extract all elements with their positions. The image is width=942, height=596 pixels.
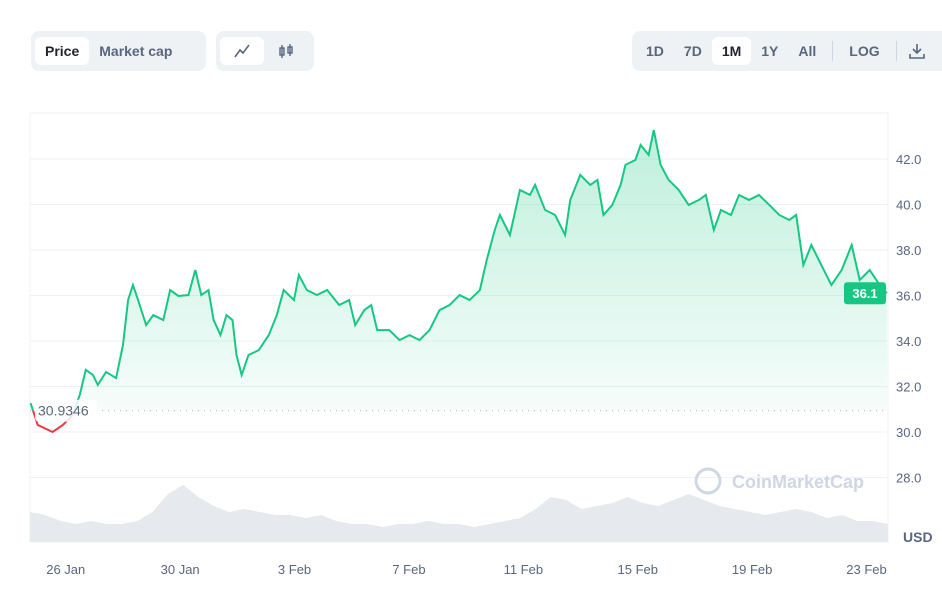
line-chart-button[interactable] — [220, 37, 264, 65]
line-chart-icon — [234, 44, 250, 58]
y-tick-label: 36.0 — [896, 289, 921, 304]
y-tick-label: 38.0 — [896, 243, 921, 258]
candlestick-icon — [279, 44, 293, 58]
volume-area — [30, 485, 888, 542]
x-tick-label: 23 Feb — [846, 562, 886, 577]
price-area-fill — [30, 130, 887, 433]
watermark-text: CoinMarketCap — [732, 472, 864, 492]
y-tick-label: 32.0 — [896, 380, 921, 395]
watermark: CoinMarketCap — [694, 467, 864, 495]
range-toggle: 1D 7D 1M 1Y All LOG — [632, 31, 942, 71]
log-button[interactable]: LOG — [849, 43, 880, 59]
tab-price[interactable]: Price — [35, 37, 90, 65]
x-tick-label: 11 Feb — [504, 562, 544, 577]
reference-label-bg — [35, 399, 97, 422]
download-button[interactable] — [903, 37, 931, 65]
candlestick-button[interactable] — [264, 37, 308, 65]
range-7d[interactable]: 7D — [683, 43, 702, 59]
y-tick-label: 28.0 — [896, 471, 921, 486]
divider — [832, 41, 834, 61]
y-axis-unit: USD — [903, 529, 933, 545]
reference-value: 30.9346 — [38, 403, 89, 419]
x-tick-label: 30 Jan — [161, 562, 200, 577]
y-tick-label: 40.0 — [896, 198, 921, 213]
price-marketcap-toggle: Price Market cap — [31, 31, 206, 71]
x-tick-label: 7 Feb — [392, 562, 425, 577]
price-line-up — [29, 129, 888, 411]
y-tick-label: 30.0 — [896, 425, 921, 440]
range-1d[interactable]: 1D — [646, 43, 664, 59]
y-tick-label: 42.0 — [896, 152, 921, 167]
x-tick-label: 3 Feb — [278, 562, 311, 577]
range-all[interactable]: All — [798, 43, 817, 59]
x-tick-label: 26 Jan — [46, 562, 85, 577]
divider — [895, 41, 897, 61]
x-tick-label: 19 Feb — [732, 562, 772, 577]
range-1m[interactable]: 1M — [711, 37, 752, 65]
tab-market-cap[interactable]: Market cap — [99, 43, 173, 59]
y-tick-label: 34.0 — [896, 334, 921, 349]
current-price-badge — [844, 282, 886, 305]
x-tick-label: 15 Feb — [618, 562, 658, 577]
chart-style-toggle — [216, 31, 314, 71]
current-price-value: 36.1 — [852, 286, 877, 301]
download-icon — [908, 44, 925, 59]
range-1y[interactable]: 1Y — [761, 43, 779, 59]
